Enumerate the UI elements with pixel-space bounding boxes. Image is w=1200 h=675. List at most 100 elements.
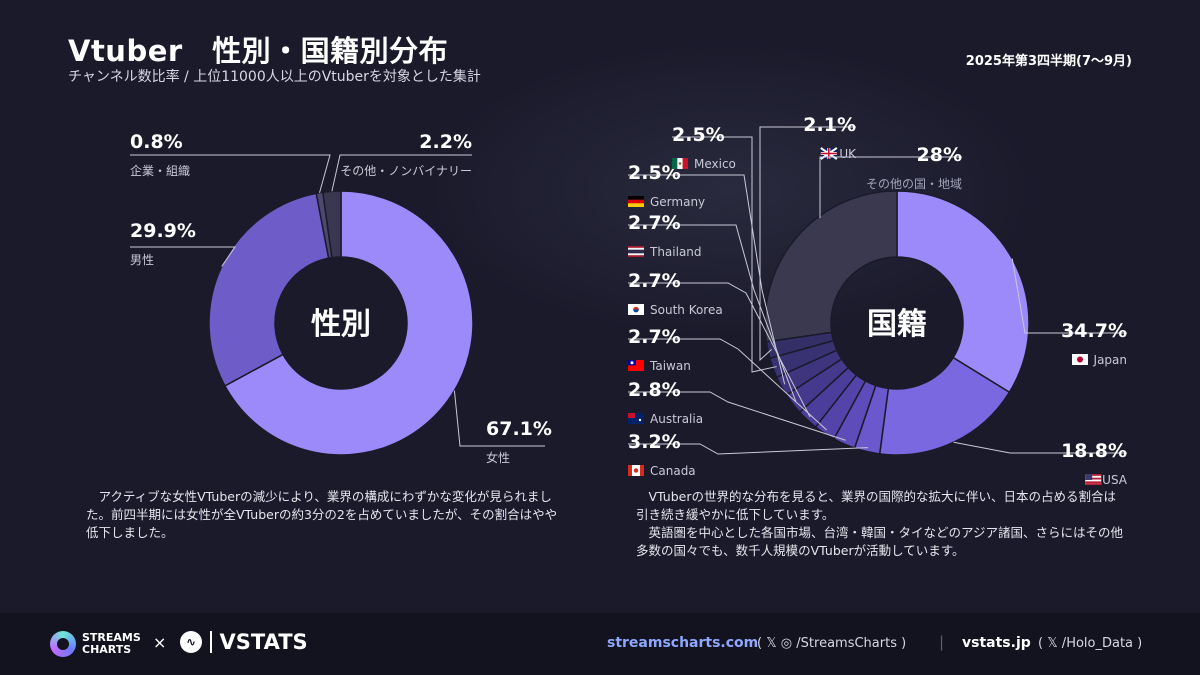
nationality-leader-tw bbox=[628, 338, 828, 431]
flag-jp-icon bbox=[1072, 354, 1088, 365]
nationality-label-tw-name: Taiwan bbox=[649, 359, 691, 373]
gender-slice-other bbox=[208, 192, 330, 387]
gender-description: アクティブな女性VTuberの減少により、業界の構成にわずかな変化が見られました… bbox=[86, 488, 566, 542]
gender-leader-1 bbox=[130, 246, 236, 267]
nationality-label-uk: 2.1% UK bbox=[803, 114, 857, 161]
flag-mx-icon bbox=[672, 158, 688, 169]
nationality-label-de-value: 2.5% bbox=[628, 162, 681, 184]
nationality-label-us-name: USA bbox=[1102, 473, 1128, 487]
nationality-leader-mx bbox=[672, 136, 777, 373]
nationality-label-de: 2.5% Germany bbox=[628, 162, 705, 209]
flag-th-icon bbox=[628, 246, 644, 257]
flag-tw-icon bbox=[628, 360, 644, 371]
pulse-icon: ∿ bbox=[180, 631, 202, 653]
nationality-leader-au bbox=[628, 391, 846, 441]
page-title: Vtuber 性別・国籍別分布 bbox=[68, 34, 449, 68]
flag-au-icon bbox=[628, 413, 644, 424]
nationality-label-other-name: その他の国・地域 bbox=[866, 177, 962, 191]
vstats-logo[interactable]: ∿ VSTATS bbox=[180, 630, 308, 654]
nationality-label-other: 28% その他の国・地域 bbox=[866, 144, 962, 191]
gender-label-female-value: 67.1% bbox=[486, 418, 552, 440]
nationality-label-au-name: Australia bbox=[650, 412, 703, 426]
nationality-label-uk-name: UK bbox=[839, 147, 857, 161]
divider bbox=[210, 631, 212, 653]
nationality-label-us-value: 18.8% bbox=[1061, 440, 1127, 462]
gender-label-male-value: 29.9% bbox=[130, 220, 196, 242]
nationality-label-tw-value: 2.7% bbox=[628, 326, 681, 348]
vstats-logo-text: VSTATS bbox=[219, 630, 308, 654]
nationality-label-other-value: 28% bbox=[917, 144, 962, 166]
nationality-label-kr: 2.7% South Korea bbox=[628, 270, 723, 317]
nationality-leader-other bbox=[819, 156, 962, 218]
gender-label-male: 29.9% 男性 bbox=[130, 220, 196, 267]
nationality-description: VTuberの世界的な分布を見ると、業界の国際的な拡大に伴い、日本の占める割合は… bbox=[636, 488, 1126, 560]
nationality-leader-jp bbox=[1011, 258, 1127, 334]
collab-times: × bbox=[153, 633, 167, 652]
nationality-label-kr-name: South Korea bbox=[650, 303, 723, 317]
nationality-description-text-2: 英語圏を中心とした各国市場、台湾・韓国・タイなどのアジア諸国、さらにはその他多数… bbox=[636, 525, 1124, 558]
nationality-leader-ca bbox=[628, 443, 868, 455]
nationality-label-jp-name: Japan bbox=[1093, 353, 1127, 367]
vstats-social[interactable]: ( 𝕏 /Holo_Data ) bbox=[1038, 636, 1143, 651]
gender-label-male-name: 男性 bbox=[130, 253, 154, 267]
nationality-label-th: 2.7% Thailand bbox=[628, 212, 702, 259]
flag-de-icon bbox=[628, 196, 644, 207]
charts-canvas: 性別 67.1% 女性 29.9% 男性 0.8% 企業・組織 2.2% その他・ノンバイナリー… bbox=[130, 114, 1128, 487]
footer: STREAMS CHARTS × ∿ VSTATS streamscharts.… bbox=[0, 613, 1200, 675]
nationality-label-jp: 34.7% Japan bbox=[1061, 320, 1127, 367]
streamscharts-link[interactable]: streamscharts.com bbox=[607, 635, 759, 651]
nationality-label-th-name: Thailand bbox=[649, 245, 702, 259]
footer-separator: | bbox=[939, 633, 945, 651]
nationality-label-us: 18.8% USA bbox=[1061, 440, 1128, 487]
gender-label-other-value: 2.2% bbox=[419, 131, 472, 153]
streamscharts-logo[interactable]: STREAMS CHARTS bbox=[50, 631, 144, 657]
vstats-link[interactable]: vstats.jp bbox=[962, 635, 1031, 651]
nationality-donut: 国籍 bbox=[764, 190, 1030, 456]
gender-leader-3 bbox=[331, 154, 472, 192]
streamscharts-logo-text: STREAMS CHARTS bbox=[82, 631, 141, 656]
nationality-description-text-1: VTuberの世界的な分布を見ると、業界の国際的な拡大に伴い、日本の占める割合は… bbox=[636, 489, 1116, 522]
streamscharts-icon bbox=[50, 631, 76, 657]
nationality-label-au-value: 2.8% bbox=[628, 379, 681, 401]
flag-kr-icon bbox=[628, 304, 644, 315]
nationality-label-de-name: Germany bbox=[650, 195, 705, 209]
gender-leader-0 bbox=[453, 390, 545, 447]
gender-label-other: 2.2% その他・ノンバイナリー bbox=[340, 131, 472, 178]
nationality-label-jp-value: 34.7% bbox=[1061, 320, 1127, 342]
nationality-label-th-value: 2.7% bbox=[628, 212, 681, 234]
gender-slice-other bbox=[223, 190, 474, 456]
gender-leader-2 bbox=[130, 154, 331, 193]
gender-slice-other bbox=[321, 190, 342, 259]
nationality-leader-de bbox=[628, 174, 786, 385]
gender-donut: 性別 bbox=[208, 190, 474, 456]
nationality-label-mx-value: 2.5% bbox=[672, 124, 725, 146]
streamscharts-social[interactable]: ( 𝕏 ◎ /StreamsCharts ) bbox=[757, 636, 907, 651]
nationality-slice-jp bbox=[896, 190, 1030, 394]
nationality-slice-other bbox=[764, 190, 898, 343]
page-subtitle: チャンネル数比率 / 上位11000人以上のVtuberを対象とした集計 bbox=[68, 69, 481, 85]
nationality-center-label: 国籍 bbox=[867, 307, 927, 342]
gender-label-corporate-name: 企業・組織 bbox=[130, 163, 190, 178]
nationality-label-kr-value: 2.7% bbox=[628, 270, 681, 292]
gender-label-female-name: 女性 bbox=[486, 450, 510, 465]
nationality-label-mx: 2.5% Mexico bbox=[672, 124, 736, 171]
nationality-label-mx-name: Mexico bbox=[694, 157, 736, 171]
nationality-label-ca: 3.2% Canada bbox=[628, 431, 696, 478]
flag-ca-icon bbox=[628, 465, 644, 476]
nationality-leader-us bbox=[953, 441, 1127, 454]
nationality-label-ca-name: Canada bbox=[650, 464, 696, 478]
nationality-label-au: 2.8% Australia bbox=[628, 379, 703, 426]
nationality-label-uk-value: 2.1% bbox=[803, 114, 856, 136]
gender-center-label: 性別 bbox=[311, 307, 371, 342]
gender-label-corporate: 0.8% 企業・組織 bbox=[130, 131, 190, 178]
gender-description-text: アクティブな女性VTuberの減少により、業界の構成にわずかな変化が見られました… bbox=[86, 489, 558, 540]
flag-us-icon bbox=[1085, 474, 1102, 485]
gender-label-female: 67.1% 女性 bbox=[486, 418, 552, 465]
gender-label-corporate-value: 0.8% bbox=[130, 131, 183, 153]
nationality-label-tw: 2.7% Taiwan bbox=[628, 326, 691, 373]
period-label: 2025年第3四半期(7〜9月) bbox=[965, 54, 1132, 69]
nationality-label-ca-value: 3.2% bbox=[628, 431, 681, 453]
gender-label-other-name: その他・ノンバイナリー bbox=[340, 164, 472, 178]
background-glow bbox=[420, 40, 1040, 340]
nationality-leader-uk bbox=[759, 126, 856, 362]
